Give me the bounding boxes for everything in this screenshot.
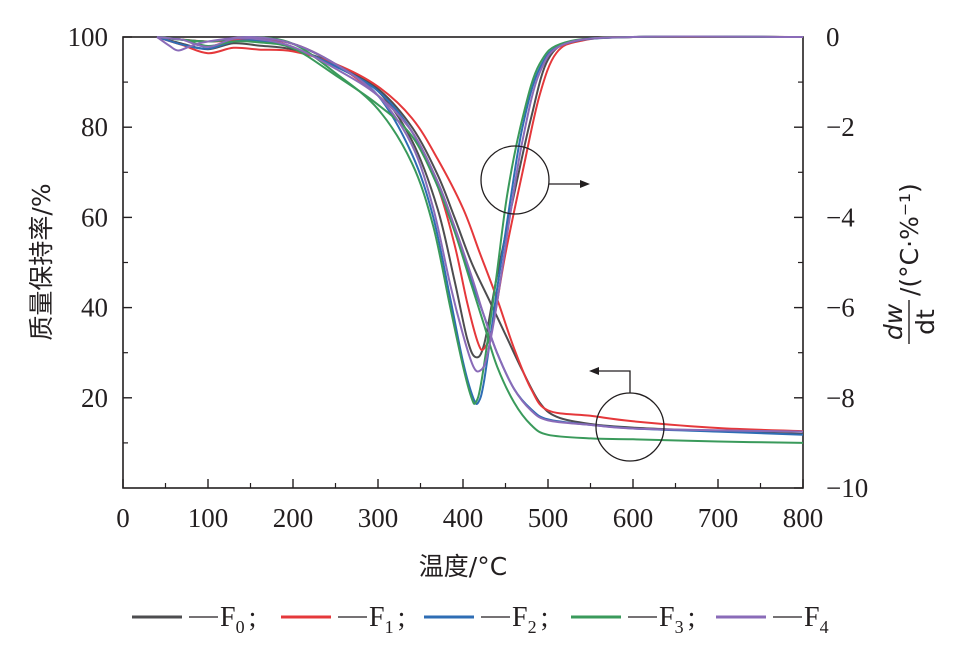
- x-tick-label: 600: [613, 503, 654, 533]
- x-axis-title: 温度/°C: [419, 552, 507, 581]
- left-y-tick-label: 40: [81, 293, 108, 323]
- tg-line-f2: [156, 36, 804, 436]
- series-lines: [156, 35, 804, 444]
- x-tick-label: 100: [188, 503, 229, 533]
- right-y-axis-title-unit: /(°C·%⁻¹): [895, 183, 924, 296]
- left-y-tick-label: 60: [81, 202, 108, 232]
- x-tick-label: 800: [783, 503, 824, 533]
- x-axis: 0 100 200 300 400 500 600 700 800: [116, 479, 823, 533]
- plot-border: [122, 36, 804, 489]
- legend-label-f1: F1;: [369, 602, 405, 637]
- right-y-tick-label: −4: [826, 202, 855, 232]
- right-y-axis-title-numerator: dw: [879, 303, 908, 340]
- tg-line-f3: [156, 36, 804, 444]
- left-y-tick-label: 100: [68, 22, 109, 52]
- tg-callout-arrowhead: [589, 367, 599, 375]
- legend-label-f0: F0;: [220, 602, 256, 637]
- dtg-callout-arrowhead: [580, 180, 590, 188]
- plot-frame: [122, 36, 804, 489]
- x-tick-label: 400: [443, 503, 484, 533]
- right-y-tick-label: −8: [826, 383, 855, 413]
- x-tick-label: 200: [273, 503, 314, 533]
- x-tick-label: 0: [116, 503, 130, 533]
- x-tick-label: 300: [358, 503, 399, 533]
- legend: F0; F1; F2; F3; F4: [132, 602, 829, 637]
- dtg-line-f4: [156, 35, 804, 373]
- left-y-axis-title: 质量保持率/%: [27, 183, 56, 340]
- left-y-tick-label: 20: [81, 383, 108, 413]
- legend-label-f2: F2;: [512, 602, 548, 637]
- legend-label-f3: F3;: [659, 602, 695, 637]
- right-y-tick-label: −2: [826, 112, 855, 142]
- right-y-tick-label: −10: [826, 473, 868, 503]
- tg-line-f4: [156, 36, 804, 433]
- x-tick-label: 700: [698, 503, 739, 533]
- right-y-tick-label: 0: [826, 22, 840, 52]
- dtg-callout-circle: [480, 145, 550, 215]
- right-y-axis-title-denominator: dt: [911, 309, 940, 335]
- right-y-axis: 0 −2 −4 −6 −8 −10: [794, 22, 868, 503]
- tg-line-f0: [156, 36, 804, 435]
- annotations: [480, 145, 665, 462]
- x-tick-label: 500: [528, 503, 569, 533]
- legend-label-f4: F4: [804, 602, 829, 637]
- left-y-axis: 20 40 60 80 100: [68, 22, 132, 444]
- right-y-axis-title: dw dt /(°C·%⁻¹): [879, 183, 940, 344]
- tg-line-f1: [156, 36, 804, 433]
- right-y-tick-label: −6: [826, 293, 855, 323]
- tg-callout-arrow: [598, 370, 631, 393]
- left-y-tick-label: 80: [81, 112, 108, 142]
